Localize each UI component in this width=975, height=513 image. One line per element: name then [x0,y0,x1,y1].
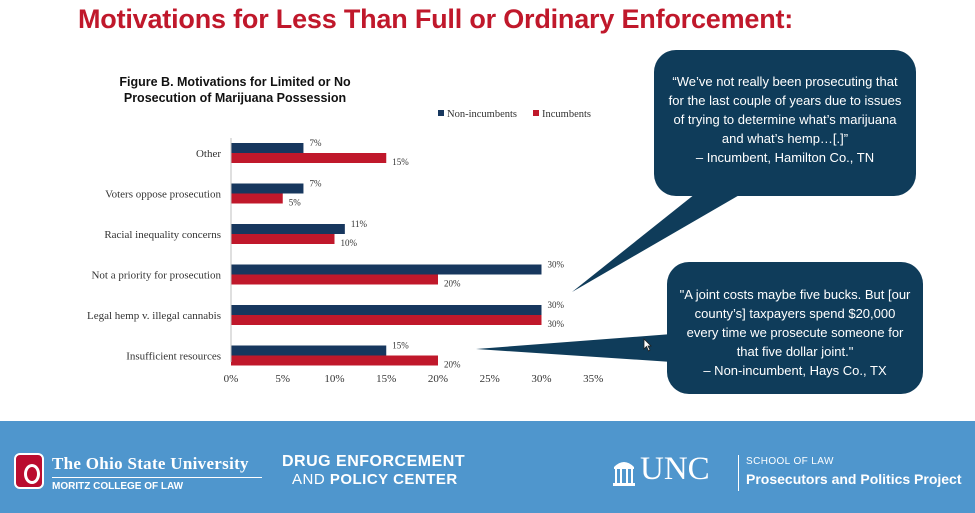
osu-name: The Ohio State University [52,454,249,473]
category-label: Legal hemp v. illegal cannabis [87,310,221,322]
osu-block-o-logo-icon [14,453,44,489]
speech-bubble-tails [476,190,748,362]
quote-attribution: – Non-incumbent, Hays Co., TX [703,363,887,378]
legend-swatch [438,110,444,116]
x-tick-label: 35% [583,373,603,385]
data-label: 30% [548,319,565,329]
footer-banner: The Ohio State University MORITZ COLLEGE… [0,421,975,513]
data-label: 7% [309,138,322,148]
chart-legend: Non-incumbents Incumbents [438,109,591,120]
x-axis: 0% 5% 10% 15% 20% 25% 30% 35% Other Voters oppose… [87,138,603,385]
x-tick-label: 25% [480,373,500,385]
data-label: 10% [341,238,358,248]
legend-label: Non-incumbents [447,109,517,120]
category-label: Racial inequality concerns [104,229,221,241]
bar-incumbents [231,153,387,163]
bar-non-incumbents [231,143,304,153]
bar-incumbents [231,355,438,366]
x-tick-label: 30% [531,373,551,385]
osu-college: MORITZ COLLEGE OF LAW [52,481,184,492]
depc-name-line1: DRUG ENFORCEMENT [282,453,466,470]
depc-bold: POLICY CENTER [329,471,458,488]
category-label: Not a priority for prosecution [91,270,221,282]
data-label: 20% [444,279,461,289]
bar-non-incumbents [231,183,304,194]
legend-swatch [533,110,539,116]
data-label: 15% [392,157,409,167]
bubble-tail-1 [572,190,748,292]
mouse-pointer-icon [643,338,652,352]
slide-title: Motivations for Less Than Full or Ordina… [78,4,794,34]
unc-school: SCHOOL OF LAW [746,456,834,467]
bar-incumbents [231,315,542,325]
bar-non-incumbents [231,264,542,275]
bar-chart: Non-incumbents Incumbents 7% 15% 7% 5% 11% 10%… [87,109,603,385]
depc-prefix: AND [292,471,330,488]
bar-non-incumbents [231,224,345,234]
quote-attribution: – Incumbent, Hamilton Co., TN [695,150,875,165]
data-label: 7% [309,179,322,189]
divider [738,455,739,491]
bar-incumbents [231,234,335,244]
data-label: 15% [392,341,409,351]
bar-non-incumbents [231,345,387,356]
quote-text: “We’ve not really been prosecuting that … [668,74,902,146]
category-label: Insufficient resources [126,351,221,363]
bar-non-incumbents [231,305,542,315]
unc-wordmark: UNC [640,451,710,487]
divider [52,477,262,478]
data-label: 30% [548,260,565,270]
bubble-tail-2 [476,334,672,362]
figure-title: Figure B. Motivations for Limited or No … [119,75,351,105]
old-well-icon [613,462,635,486]
legend-label: Incumbents [542,109,591,120]
bar-incumbents [231,274,438,285]
chart-bars: 7% 15% 7% 5% 11% 10% 30% 20% 30% 30% 15% 20% [231,138,565,370]
quote-bubble-non-incumbent: "A joint costs maybe five bucks. But [ou… [667,262,923,394]
bar-incumbents [231,193,283,204]
category-label: Other [196,148,221,160]
x-tick-label: 15% [376,373,396,385]
data-label: 30% [548,300,565,310]
data-label: 20% [444,360,461,370]
quote-bubble-incumbent: “We’ve not really been prosecuting that … [654,50,916,196]
depc-name-line2: AND POLICY CENTER [292,471,458,488]
x-tick-label: 10% [324,373,344,385]
category-label: Voters oppose prosecution [105,189,221,201]
x-tick-label: 0% [224,373,239,385]
quote-text: "A joint costs maybe five bucks. But [ou… [679,287,911,359]
x-tick-label: 5% [275,373,290,385]
data-label: 11% [351,219,368,229]
unc-project: Prosecutors and Politics Project [746,471,962,487]
x-tick-label: 20% [428,373,448,385]
data-label: 5% [289,198,302,208]
